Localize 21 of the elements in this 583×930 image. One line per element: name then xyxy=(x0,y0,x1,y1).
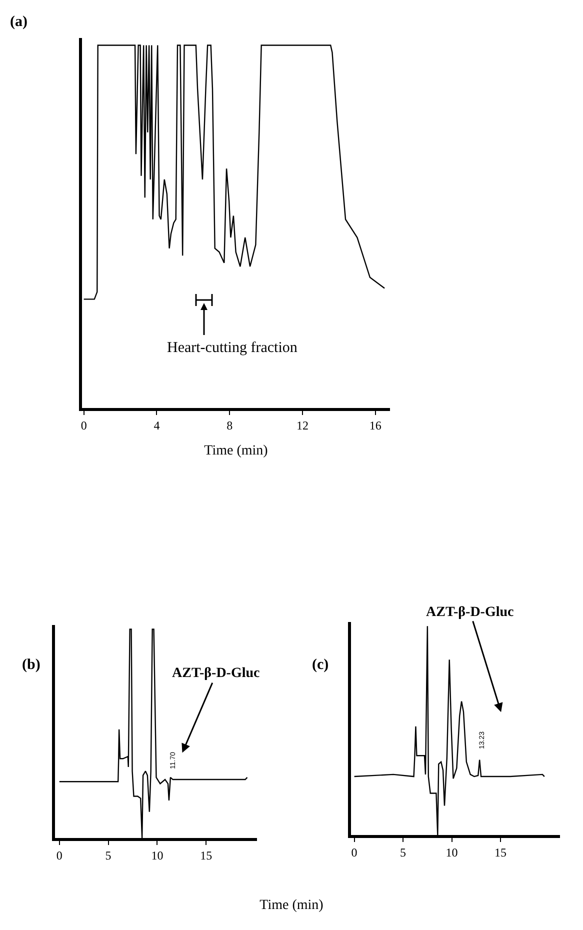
x-tick-label: 15 xyxy=(200,848,212,862)
x-tick-label: 12 xyxy=(296,418,309,432)
x-tick-label: 5 xyxy=(400,845,406,860)
x-tick-label: 4 xyxy=(154,418,160,432)
x-tick-label: 0 xyxy=(80,418,87,432)
chart-title: (a) xyxy=(10,14,28,30)
x-tick-label: 10 xyxy=(446,845,458,860)
x-tick-label: 15 xyxy=(494,845,507,860)
x-axis-title: Time (min) xyxy=(258,898,324,914)
annotation: AZT-β-D-Gluc xyxy=(172,666,260,681)
x-tick-label: 5 xyxy=(105,848,112,862)
annotation: Heart-cutting fraction xyxy=(167,340,298,356)
text: (c) xyxy=(312,657,329,673)
text: AZT-β-D-Gluc xyxy=(426,605,514,620)
text: (b) xyxy=(22,657,40,673)
x-tick-label: 0 xyxy=(351,845,358,860)
x-tick-label: 16 xyxy=(369,418,382,432)
x-axis-title: Time (min) xyxy=(204,444,268,459)
x-tick-label: 8 xyxy=(226,418,233,432)
x-tick-label: 0 xyxy=(56,848,62,862)
x-tick-label: 10 xyxy=(151,848,164,862)
